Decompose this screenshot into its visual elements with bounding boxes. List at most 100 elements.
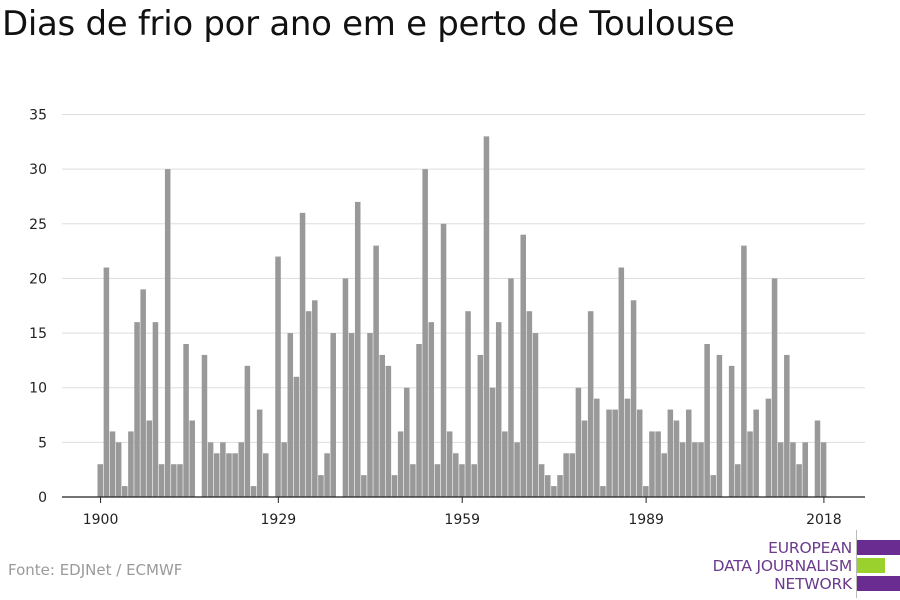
bar — [453, 453, 459, 497]
bar — [483, 136, 490, 497]
bar — [753, 409, 759, 497]
bar — [655, 431, 661, 497]
bar — [446, 431, 453, 497]
bar — [109, 431, 116, 497]
grid-lines — [62, 114, 865, 443]
bar — [244, 365, 251, 497]
bar — [263, 453, 269, 497]
bar — [115, 442, 122, 497]
bar — [416, 344, 422, 497]
bar — [814, 420, 821, 497]
bar — [685, 409, 692, 497]
bar — [250, 486, 257, 497]
bar — [324, 453, 330, 497]
bar — [489, 387, 496, 497]
bar — [201, 354, 208, 497]
bar — [557, 475, 563, 497]
bar — [551, 486, 557, 497]
bar — [526, 311, 533, 497]
bar — [477, 354, 484, 497]
bar — [784, 354, 790, 497]
bar — [318, 475, 324, 497]
bar — [391, 475, 398, 497]
bar — [514, 442, 520, 497]
bar — [606, 409, 612, 497]
bar — [189, 420, 195, 497]
x-tick-label: 1929 — [261, 512, 297, 528]
bar — [673, 420, 680, 497]
bar — [741, 245, 747, 497]
bar — [569, 453, 576, 497]
bar — [667, 409, 674, 497]
bar — [587, 311, 594, 497]
bar — [103, 267, 110, 497]
bars — [97, 136, 827, 498]
bar — [158, 464, 165, 497]
bar — [544, 475, 551, 497]
x-axis: 1900 1929 1959 1989 2018 — [83, 497, 842, 528]
logo-line: NETWORK — [774, 575, 852, 593]
bar — [796, 464, 802, 497]
bar — [538, 464, 545, 497]
bar — [728, 365, 735, 497]
logo-line: EUROPEAN — [768, 539, 852, 557]
bar — [612, 409, 618, 497]
bar — [164, 169, 171, 497]
bar — [465, 311, 471, 497]
bar — [771, 278, 778, 497]
bar — [305, 311, 312, 497]
bar — [281, 442, 287, 497]
bar — [440, 223, 447, 498]
bar — [716, 354, 723, 497]
bar — [508, 278, 514, 497]
bar — [636, 409, 643, 497]
bar — [434, 464, 441, 497]
edjnet-logo: EUROPEAN DATA JOURNALISM NETWORK — [700, 530, 900, 598]
bar — [207, 442, 214, 497]
bar — [152, 322, 159, 497]
bar — [367, 333, 373, 497]
bar — [765, 398, 772, 497]
bar — [618, 267, 625, 497]
x-tick-label: 2018 — [806, 512, 842, 528]
bar — [146, 420, 153, 497]
bar — [379, 354, 386, 497]
x-tick-label: 1900 — [83, 512, 119, 528]
bar — [140, 289, 146, 497]
bar — [735, 464, 741, 497]
bar — [594, 398, 600, 497]
bar — [226, 453, 232, 497]
bar — [410, 464, 416, 497]
bar — [502, 431, 508, 497]
bar — [330, 333, 336, 497]
bar — [287, 333, 294, 497]
logo-line: DATA JOURNALISM — [712, 557, 853, 575]
y-tick-label: 35 — [29, 108, 47, 124]
bar — [97, 464, 104, 497]
y-axis: 0 5 10 15 20 25 30 35 — [29, 108, 47, 507]
bar — [747, 431, 753, 497]
bar — [177, 464, 183, 497]
bar — [342, 278, 349, 497]
x-tick-label: 1959 — [444, 512, 480, 528]
y-tick-label: 0 — [38, 490, 47, 506]
bar — [661, 453, 667, 497]
chart-title: Dias de frio por ano em e perto de Toulo… — [2, 4, 735, 44]
y-tick-label: 20 — [29, 271, 47, 287]
x-tick-label: 1989 — [628, 512, 664, 528]
bar — [692, 442, 698, 497]
bar — [361, 475, 367, 497]
bar — [679, 442, 686, 497]
bar — [495, 322, 502, 497]
bar — [532, 333, 539, 497]
logo-strip-purple — [857, 576, 900, 591]
bar — [373, 245, 379, 497]
y-tick-label: 25 — [29, 217, 47, 233]
bar — [624, 398, 631, 497]
bar — [354, 201, 361, 497]
bar — [171, 464, 177, 497]
bar — [581, 420, 588, 497]
y-tick-label: 15 — [29, 326, 47, 342]
source-note: Fonte: EDJNet / ECMWF — [8, 561, 183, 579]
bar — [459, 464, 465, 497]
